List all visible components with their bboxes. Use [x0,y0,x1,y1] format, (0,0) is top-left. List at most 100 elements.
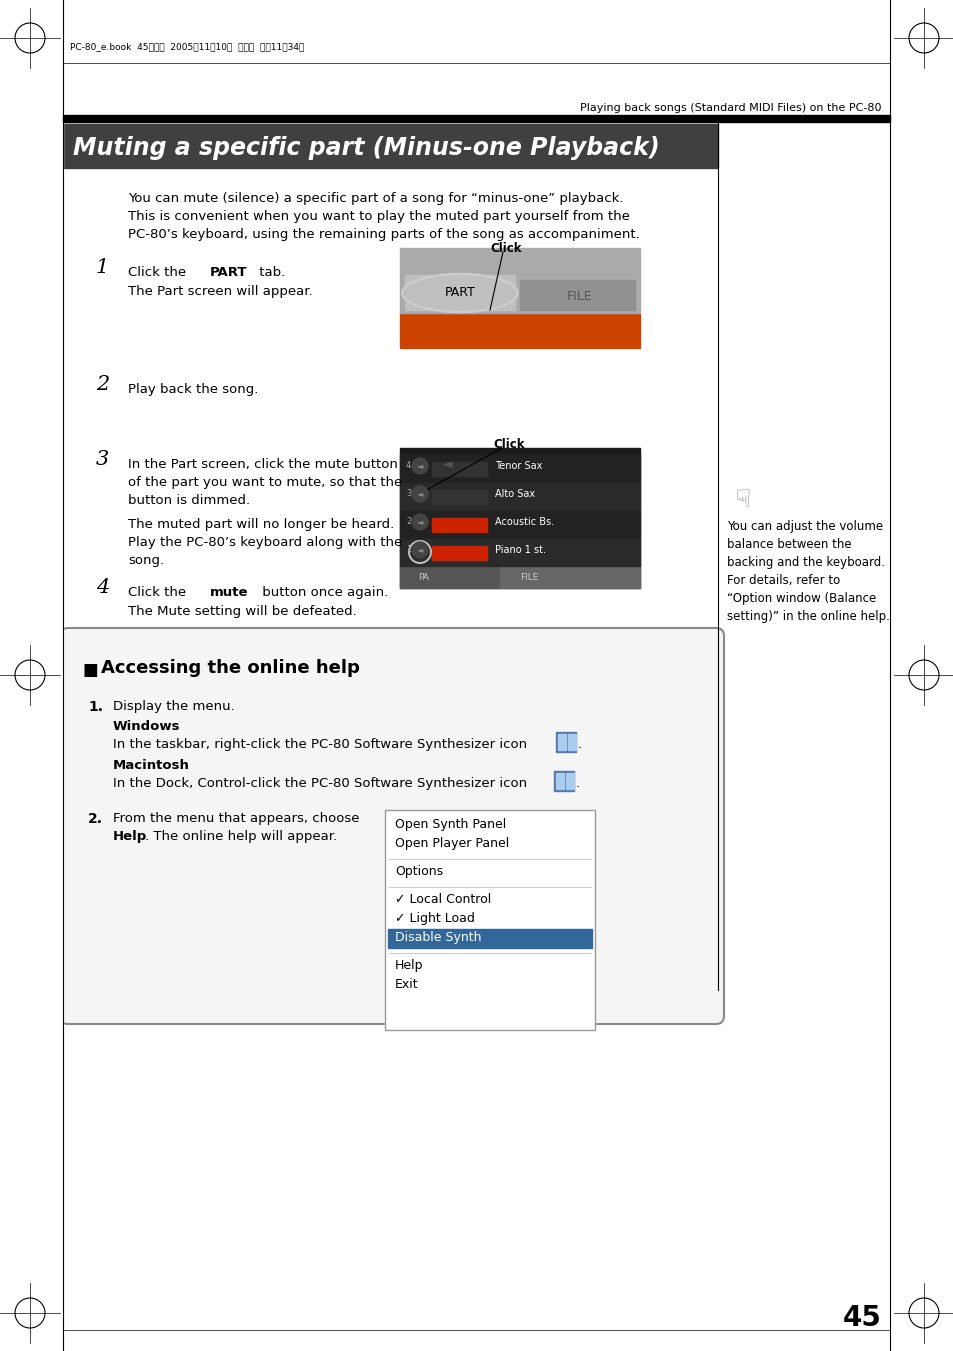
Text: of the part you want to mute, so that the: of the part you want to mute, so that th… [128,476,402,489]
FancyBboxPatch shape [60,628,723,1024]
Text: Playing back songs (Standard MIDI Files) on the PC-80: Playing back songs (Standard MIDI Files)… [579,103,882,113]
Text: FILE: FILE [567,289,592,303]
Text: 1: 1 [96,258,110,277]
Circle shape [0,18,27,59]
Text: ◄: ◄ [416,546,423,554]
Text: ✓ Local Control: ✓ Local Control [395,893,491,907]
Text: ◄: ◄ [442,458,452,471]
Text: PC-80_e.book  45ページ  2005年11月10日  木曜日  午前11時34分: PC-80_e.book 45ページ 2005年11月10日 木曜日 午前11時… [70,42,304,51]
Text: 1: 1 [406,546,411,554]
Text: . The online help will appear.: . The online help will appear. [145,830,336,843]
Text: Open Player Panel: Open Player Panel [395,838,509,850]
Text: ✓ Light Load: ✓ Light Load [395,912,475,925]
Bar [63,115,889,122]
Circle shape [926,1292,953,1333]
Text: Click the: Click the [128,266,191,280]
Bar [388,929,592,948]
Bar [399,449,639,588]
Text: FILE: FILE [519,573,537,581]
Text: PART: PART [210,266,247,280]
Text: “Option window (Balance: “Option window (Balance [726,592,876,605]
Bar [385,811,595,1029]
Bar [399,538,639,566]
Bar [432,546,486,561]
Bar [565,773,574,781]
Bar [399,566,499,588]
Text: You can adjust the volume: You can adjust the volume [726,520,882,534]
Text: Help: Help [112,830,147,843]
Text: You can mute (silence) a specific part of a song for “minus-one” playback.: You can mute (silence) a specific part o… [128,192,623,205]
Bar [554,771,574,790]
Text: Display the menu.: Display the menu. [112,700,234,713]
Text: song.: song. [128,554,164,567]
Text: 45: 45 [842,1304,882,1332]
Bar [567,734,576,742]
Bar [567,742,576,750]
Text: ☞: ☞ [725,488,749,511]
Text: Piano 1 st.: Piano 1 st. [495,544,545,555]
Text: 2.: 2. [88,812,103,825]
Text: 2: 2 [96,376,110,394]
Bar [399,509,639,538]
Bar [889,0,953,1351]
Bar [399,313,639,349]
Text: ◄: ◄ [416,517,423,527]
Text: .: . [576,777,579,790]
Text: 3: 3 [406,489,411,499]
Text: The Part screen will appear.: The Part screen will appear. [128,285,313,299]
Circle shape [412,458,428,474]
Text: This is convenient when you want to play the muted part yourself from the: This is convenient when you want to play… [128,209,629,223]
Text: Exit: Exit [395,978,418,992]
Text: Play back the song.: Play back the song. [128,382,258,396]
Bar [432,490,486,504]
Bar [519,280,635,309]
Text: 1.: 1. [88,700,103,713]
Text: Play the PC-80’s keyboard along with the: Play the PC-80’s keyboard along with the [128,536,402,549]
Bar [558,734,565,742]
Text: button is dimmed.: button is dimmed. [128,494,250,507]
Text: Windows: Windows [112,720,180,734]
Bar [432,462,486,476]
Text: The muted part will no longer be heard.: The muted part will no longer be heard. [128,517,394,531]
Circle shape [412,513,428,530]
Bar [499,566,639,588]
Text: 4: 4 [406,462,411,470]
Text: ◄: ◄ [416,462,423,470]
Text: Help: Help [395,959,423,971]
Text: From the menu that appears, choose: From the menu that appears, choose [112,812,359,825]
Text: Click the: Click the [128,586,191,598]
Text: tab.: tab. [254,266,285,280]
Circle shape [412,486,428,503]
Text: button once again.: button once again. [257,586,388,598]
Circle shape [412,542,428,558]
Text: setting)” in the online help.: setting)” in the online help. [726,611,889,623]
Text: Click: Click [493,438,524,451]
Bar [565,781,574,789]
Text: mute: mute [210,586,248,598]
Text: balance between the: balance between the [726,538,851,551]
Text: 3: 3 [96,450,110,469]
Bar [399,454,639,482]
Circle shape [0,1292,27,1333]
Text: In the taskbar, right-click the PC-80 Software Synthesizer icon: In the taskbar, right-click the PC-80 So… [112,738,527,751]
Text: Disable Synth: Disable Synth [395,931,481,944]
Text: .: . [578,738,581,751]
Text: Open Synth Panel: Open Synth Panel [395,817,506,831]
Bar [63,124,718,168]
Text: In the Dock, Control-click the PC-80 Software Synthesizer icon: In the Dock, Control-click the PC-80 Sof… [112,777,527,790]
Circle shape [926,18,953,59]
Text: Acoustic Bs.: Acoustic Bs. [495,517,554,527]
Text: PC-80’s keyboard, using the remaining parts of the song as accompaniment.: PC-80’s keyboard, using the remaining pa… [128,228,639,240]
Bar [432,517,486,532]
Text: In the Part screen, click the mute button: In the Part screen, click the mute butto… [128,458,397,471]
Text: Macintosh: Macintosh [112,759,190,771]
Text: 4: 4 [96,578,110,597]
Text: Muting a specific part (Minus-one Playback): Muting a specific part (Minus-one Playba… [73,136,659,159]
Text: Accessing the online help: Accessing the online help [101,659,359,677]
Bar [0,0,63,1351]
Bar [556,781,563,789]
Text: PA: PA [417,573,429,581]
Bar [399,249,639,313]
Bar [556,732,576,753]
Text: 2: 2 [406,517,411,527]
